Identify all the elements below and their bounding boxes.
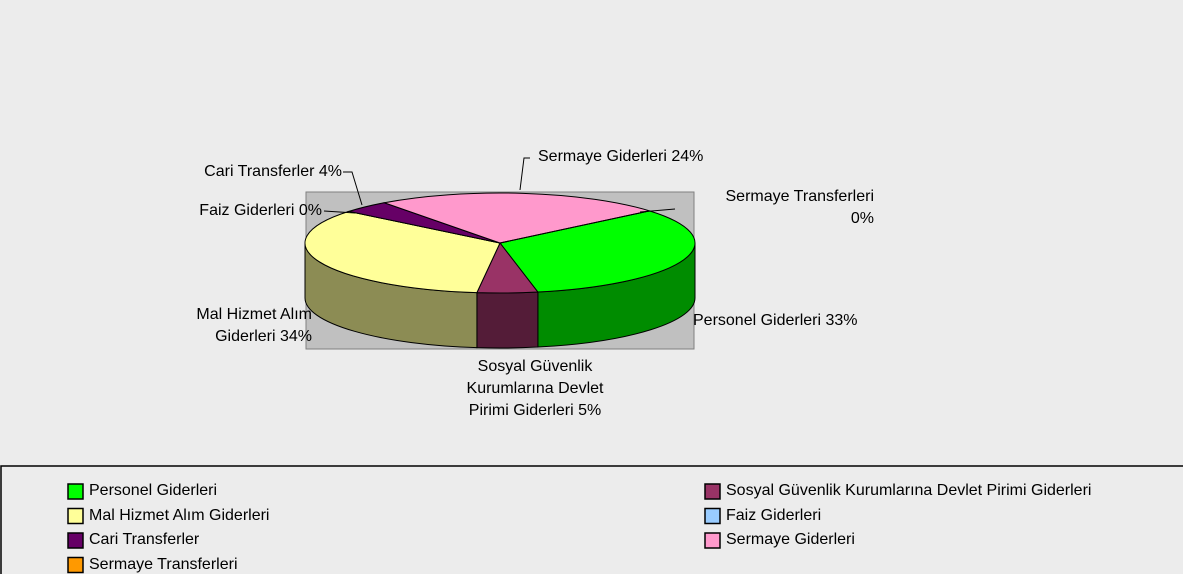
legend-swatch — [704, 532, 721, 549]
leader-line — [519, 157, 530, 191]
legend-box — [0, 465, 1183, 574]
data-label: Mal Hizmet Alım Giderleri 34% — [196, 306, 312, 345]
leader-line — [639, 208, 676, 213]
leader-line — [323, 210, 356, 214]
data-label: Sermaye Transferleri 0% — [725, 188, 875, 227]
legend-label: Sermaye Transferleri — [89, 555, 238, 573]
legend-label: Personel Giderleri — [89, 482, 218, 499]
legend-swatch — [67, 532, 84, 549]
data-label: Faiz Giderleri 0% — [199, 202, 322, 219]
data-label: Cari Transferler 4% — [204, 163, 342, 180]
leader-line — [343, 171, 363, 206]
legend-label: Sosyal Güvenlik Kurumlarına Devlet Pirim… — [726, 482, 1092, 499]
data-label: Sermaye Giderleri 24% — [538, 148, 704, 165]
legend-swatch — [704, 483, 721, 500]
data-label: Sosyal Güvenlik Kurumlarına Devlet Pirim… — [466, 358, 604, 419]
legend-swatch — [67, 556, 84, 574]
legend-swatch — [67, 483, 84, 500]
pie-slice — [499, 210, 696, 293]
leader-lines — [323, 157, 676, 214]
legend-label: Cari Transferler — [89, 531, 200, 548]
pie-side — [476, 291, 539, 349]
data-label: Personel Giderleri 33% — [693, 312, 858, 329]
legend-label: Mal Hizmet Alım Giderleri — [89, 506, 270, 524]
pie-slice — [382, 192, 652, 244]
legend-label: Sermaye Giderleri — [726, 531, 855, 548]
legend-label: Faiz Giderleri — [726, 506, 822, 524]
pie — [304, 192, 696, 349]
pie-slice — [304, 210, 501, 294]
legend-swatch — [704, 507, 721, 525]
legend-swatch — [67, 507, 84, 525]
